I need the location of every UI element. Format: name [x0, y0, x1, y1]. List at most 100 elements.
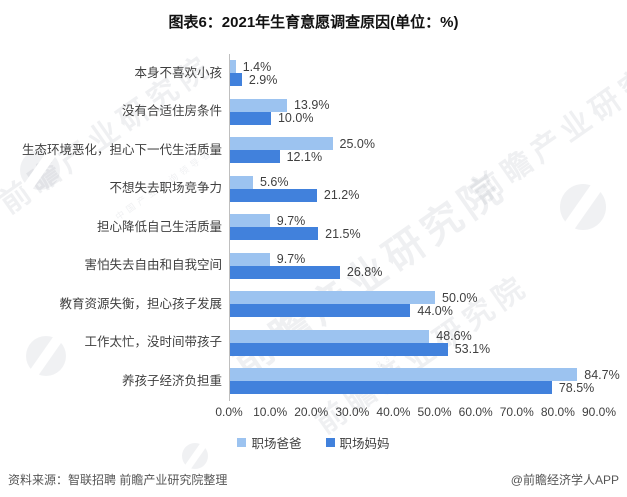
chart-row: 本身不喜欢小孩 1.4% 2.9% — [0, 54, 627, 93]
bar-line: 84.7% — [230, 368, 620, 382]
bar-line: 26.8% — [230, 265, 599, 280]
x-axis-tick: 0.0% — [215, 404, 243, 419]
bar-职场妈妈 — [230, 381, 552, 395]
bar-职场妈妈 — [230, 227, 319, 241]
bar-职场爸爸 — [230, 60, 236, 74]
x-axis-tick: 30.0% — [335, 404, 370, 419]
bar-group: 1.4% 2.9% — [229, 54, 599, 93]
legend-item-职场爸爸: 职场爸爸 — [237, 433, 302, 452]
category-label: 本身不喜欢小孩 — [134, 65, 222, 80]
credit-note: @前瞻经济学人APP — [510, 473, 619, 487]
bar-line: 9.7% — [230, 252, 599, 267]
legend-marker-icon — [237, 438, 247, 447]
legend-label: 职场妈妈 — [339, 437, 390, 451]
x-axis-tick: 90.0% — [581, 404, 617, 419]
bar-line: 10.0% — [230, 111, 599, 126]
x-axis-tick: 40.0% — [376, 404, 411, 419]
bar-职场爸爸 — [230, 252, 270, 266]
x-axis-tick: 50.0% — [417, 404, 452, 419]
category-label: 害怕失去自由和自我空间 — [84, 258, 222, 273]
bar-职场爸爸 — [230, 137, 333, 151]
bar-职场妈妈 — [230, 188, 317, 202]
bar-职场妈妈 — [230, 150, 280, 164]
category-label: 工作太忙，没时间带孩子 — [84, 335, 222, 350]
bar-value-label: 53.1% — [454, 342, 491, 357]
category-label: 养孩子经济负担重 — [121, 373, 222, 388]
chart-row: 没有合适住房条件 13.9% 10.0% — [0, 92, 627, 131]
chart-row: 工作太忙，没时间带孩子 48.6% 53.1% — [0, 323, 627, 362]
category-label: 教育资源失衡，担心孩子发展 — [59, 296, 222, 311]
bar-line: 78.5% — [230, 380, 599, 395]
bar-value-label: 50.0% — [442, 290, 478, 305]
x-axis: 0.0% 10.0% 20.0% 30.0% 40.0% 50.0% 60.0% 70.0% 8… — [215, 401, 616, 421]
bar-line: 50.0% — [230, 290, 599, 305]
bar-value-label: 26.8% — [346, 265, 383, 280]
bar-职场爸爸 — [230, 329, 430, 343]
chart-row: 教育资源失衡，担心孩子发展 50.0% 44.0% — [0, 285, 627, 324]
x-axis-tick: 10.0% — [253, 404, 288, 419]
chart-row: 养孩子经济负担重 84.7% 78.5% — [0, 362, 627, 401]
bar-value-label: 12.1% — [286, 149, 323, 164]
x-axis-tick: 60.0% — [458, 404, 493, 419]
bar-group: 84.7% 78.5% — [229, 362, 620, 401]
bar-value-label: 13.9% — [293, 98, 330, 113]
bar-line: 13.9% — [230, 98, 599, 113]
x-axis-tick: 80.0% — [540, 404, 575, 419]
bar-职场妈妈 — [230, 342, 448, 356]
bar-chart: 本身不喜欢小孩 1.4% 2.9% 没有合适住房条件 13.9% 10.0% 生态环境恶化，… — [0, 54, 627, 421]
bar-group: 48.6% 53.1% — [229, 323, 599, 362]
chart-row: 担心降低自己生活质量 9.7% 21.5% — [0, 208, 627, 247]
bar-value-label: 21.2% — [323, 188, 360, 203]
legend: 职场爸爸 职场妈妈 — [0, 433, 627, 452]
bar-line: 21.5% — [230, 226, 599, 241]
bar-职场爸爸 — [230, 291, 435, 305]
bar-value-label: 2.9% — [248, 72, 278, 87]
bar-line: 21.2% — [230, 188, 599, 203]
x-axis-tick: 70.0% — [499, 404, 534, 419]
bar-value-label: 44.0% — [417, 303, 453, 318]
bar-group: 13.9% 10.0% — [229, 92, 599, 131]
bar-line: 44.0% — [230, 303, 599, 318]
bar-职场爸爸 — [230, 368, 578, 382]
bar-line: 12.1% — [230, 149, 599, 164]
bar-line: 2.9% — [230, 72, 599, 87]
bar-group: 9.7% 21.5% — [229, 208, 599, 247]
bar-value-label: 5.6% — [259, 175, 289, 190]
bar-value-label: 84.7% — [584, 367, 620, 382]
bar-line: 25.0% — [230, 136, 599, 151]
bar-line: 5.6% — [230, 175, 599, 190]
category-label: 生态环境恶化，担心下一代生活质量 — [21, 142, 222, 157]
legend-marker-icon — [325, 438, 335, 447]
bar-职场妈妈 — [230, 111, 271, 125]
bar-职场爸爸 — [230, 175, 253, 189]
chart-row: 生态环境恶化，担心下一代生活质量 25.0% 12.1% — [0, 131, 627, 170]
bar-职场爸爸 — [230, 214, 270, 228]
bar-value-label: 10.0% — [277, 111, 314, 126]
bar-value-label: 21.5% — [325, 226, 361, 241]
category-label: 担心降低自己生活质量 — [96, 219, 222, 234]
legend-item-职场妈妈: 职场妈妈 — [325, 433, 390, 452]
chart-row: 不想失去职场竞争力 5.6% 21.2% — [0, 169, 627, 208]
footer: 资料来源：智联招聘 前瞻产业研究院整理 @前瞻经济学人APP — [8, 471, 619, 488]
bar-职场妈妈 — [230, 265, 340, 279]
chart-row: 害怕失去自由和自我空间 9.7% 26.8% — [0, 246, 627, 285]
bar-line: 48.6% — [230, 329, 599, 344]
category-label: 不想失去职场竞争力 — [109, 181, 222, 196]
bar-value-label: 9.7% — [276, 252, 306, 267]
bar-group: 25.0% 12.1% — [229, 131, 599, 170]
source-note: 资料来源：智联招聘 前瞻产业研究院整理 — [8, 473, 228, 487]
x-axis-tick: 20.0% — [294, 404, 329, 419]
bar-group: 9.7% 26.8% — [229, 246, 599, 285]
legend-label: 职场爸爸 — [251, 437, 302, 451]
bar-value-label: 9.7% — [276, 213, 306, 228]
bar-line: 1.4% — [230, 60, 599, 74]
bar-value-label: 25.0% — [339, 136, 375, 151]
chart-title: 图表6：2021年生育意愿调查原因(单位：%) — [168, 14, 459, 31]
bar-职场妈妈 — [230, 73, 242, 87]
bar-value-label: 78.5% — [558, 380, 595, 395]
bar-line: 53.1% — [230, 342, 599, 357]
bar-职场妈妈 — [230, 304, 411, 318]
bar-value-label: 48.6% — [436, 329, 472, 344]
chart-rows: 本身不喜欢小孩 1.4% 2.9% 没有合适住房条件 13.9% 10.0% 生态环境恶化，… — [0, 54, 627, 401]
bar-line: 9.7% — [230, 213, 599, 228]
